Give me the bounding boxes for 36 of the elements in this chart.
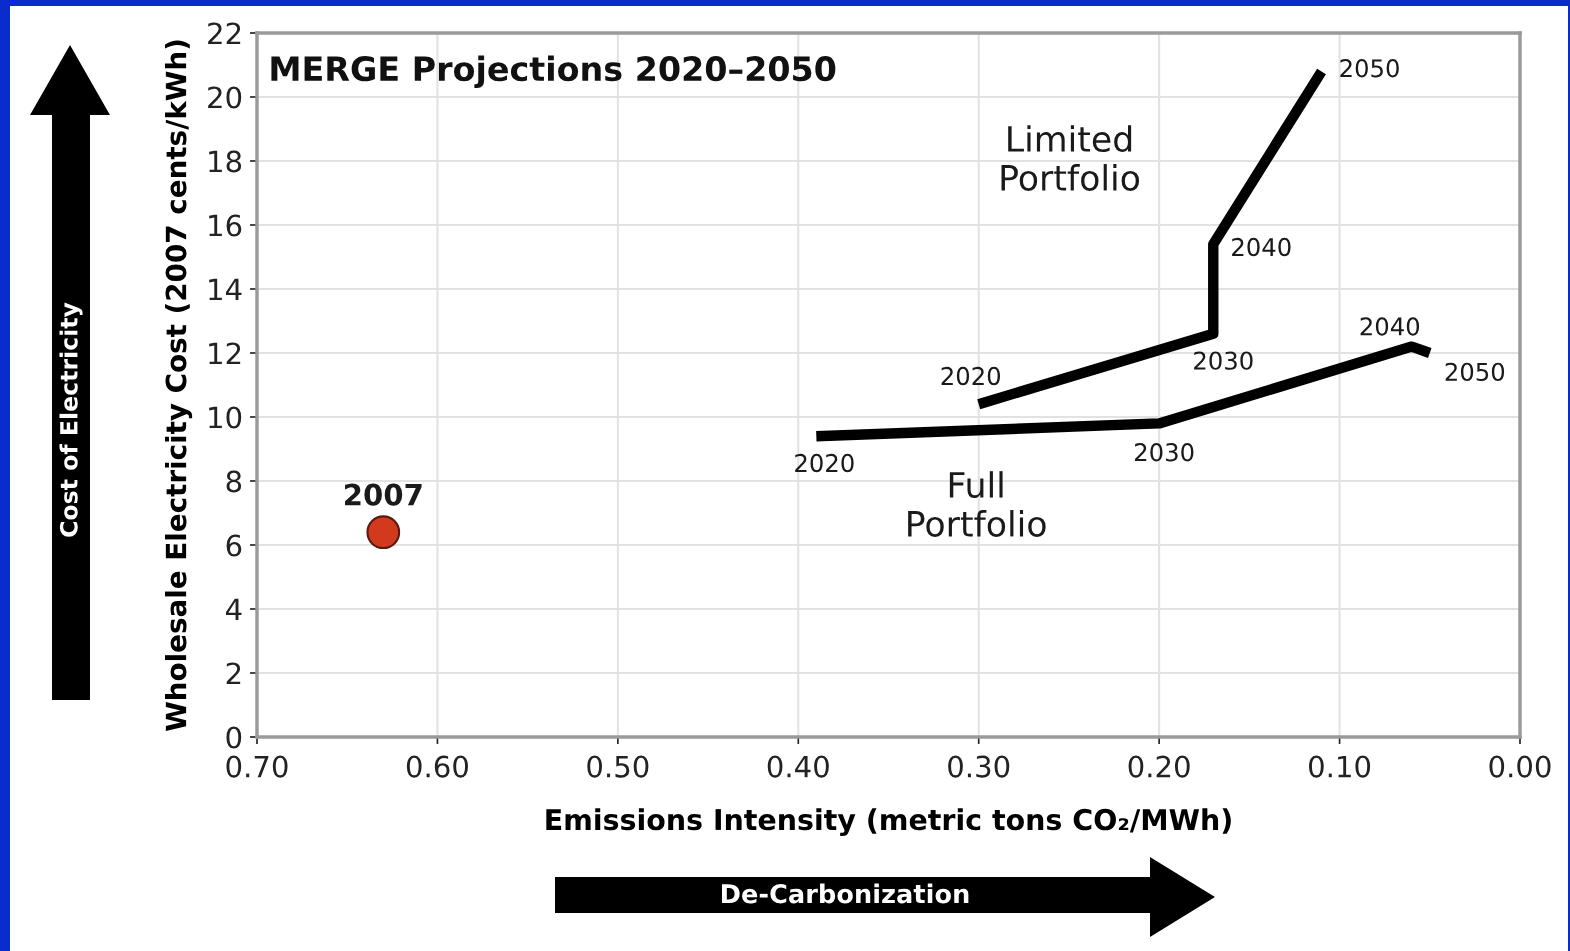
x-tick-label: 0.70 bbox=[226, 755, 288, 778]
annotation: 2040 bbox=[1360, 317, 1420, 336]
series-label: 2007 bbox=[345, 483, 422, 506]
x-tick-label: 0.40 bbox=[767, 755, 829, 778]
annotation: 2030 bbox=[1194, 351, 1253, 370]
x-tick-label: 0.20 bbox=[1128, 755, 1190, 778]
x-tick-label: 0.30 bbox=[948, 755, 1010, 778]
x-tick-label: 0.10 bbox=[1309, 755, 1371, 778]
y-tick-label: 8 bbox=[226, 470, 242, 493]
annotation: 2050 bbox=[1445, 362, 1505, 382]
x-axis-title: Emissions Intensity (metric tons CO₂/MWh) bbox=[546, 808, 1231, 837]
y-tick-label: 6 bbox=[226, 534, 242, 557]
annotation: 2040 bbox=[1232, 237, 1291, 257]
y-axis-title: Wholesale Electricity Cost (2007 cents/kWh) bbox=[165, 40, 193, 732]
y-tick-label: 0 bbox=[226, 726, 242, 749]
y-tick-label: 2 bbox=[226, 662, 241, 685]
annotation: 2030 bbox=[1135, 443, 1194, 462]
y-tick-label: 4 bbox=[225, 598, 242, 621]
y-tick-label: 16 bbox=[209, 214, 242, 237]
y-tick-label: 18 bbox=[209, 150, 242, 173]
y-tick-label: 12 bbox=[209, 342, 241, 365]
x-tick-label: 0.60 bbox=[406, 755, 468, 778]
y-tick-label: 14 bbox=[209, 278, 242, 301]
annotation: 2020 bbox=[795, 453, 854, 473]
text: Cost of Electricity bbox=[59, 302, 83, 537]
y-tick-label: 10 bbox=[209, 406, 242, 429]
text: Limited Portfolio bbox=[1001, 125, 1140, 191]
annotation: 2050 bbox=[1340, 59, 1399, 78]
text: MERGE Projections 2020–2050 bbox=[271, 55, 836, 89]
text: De-Carbonization bbox=[721, 883, 969, 904]
y-tick-label: 20 bbox=[208, 86, 242, 109]
y-tick-label: 22 bbox=[208, 22, 241, 45]
series-label: Full Portfolio bbox=[908, 471, 1046, 537]
annotation: 2020 bbox=[941, 366, 1001, 386]
x-tick-label: 0.00 bbox=[1489, 755, 1551, 778]
x-tick-label: 0.50 bbox=[587, 755, 649, 778]
